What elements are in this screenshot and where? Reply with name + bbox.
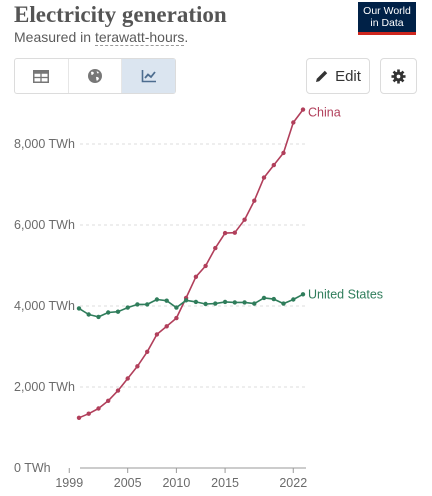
edit-label: Edit (335, 67, 361, 85)
data-point-china (135, 364, 140, 369)
data-point-china (115, 388, 121, 393)
data-point-united-states (252, 301, 257, 306)
y-tick-label: 0 TWh (14, 461, 51, 475)
y-tick-label: 8,000 TWh (14, 137, 75, 151)
data-point-united-states (115, 309, 121, 314)
data-point-china (242, 217, 247, 222)
x-tick-label: 1999 (55, 476, 83, 490)
data-point-united-states (261, 295, 267, 301)
data-point-china (193, 274, 199, 279)
pencil-icon (316, 70, 328, 82)
tab-map[interactable] (69, 59, 123, 93)
x-tick-label: 2010 (162, 476, 190, 490)
data-point-china (106, 398, 111, 403)
subtitle-suffix: . (184, 29, 189, 45)
data-point-china (213, 245, 218, 251)
data-point-china (125, 376, 130, 381)
data-point-united-states (154, 297, 160, 302)
data-point-united-states (271, 296, 276, 302)
data-point-united-states (203, 301, 208, 307)
data-point-united-states (213, 301, 218, 306)
data-point-united-states (281, 301, 286, 306)
tab-table[interactable] (15, 59, 69, 93)
y-tick-label: 4,000 TWh (14, 299, 75, 313)
data-point-china (261, 175, 267, 180)
logo-line-2: in Data (370, 17, 404, 29)
data-point-china (164, 324, 169, 329)
owid-logo[interactable]: Our World in Data (358, 2, 416, 35)
tab-chart[interactable] (122, 59, 176, 93)
view-tabs (14, 58, 176, 94)
y-tick-label: 2,000 TWh (14, 380, 75, 394)
data-point-united-states (86, 312, 91, 317)
data-point-china (203, 263, 208, 269)
data-point-china (76, 415, 82, 420)
subtitle-prefix: Measured in (14, 29, 95, 45)
data-point-china (222, 230, 228, 236)
series-label-china: China (308, 106, 341, 120)
settings-button[interactable] (380, 58, 417, 94)
series-line-china (78, 109, 304, 419)
table-icon (33, 69, 50, 83)
data-point-china (291, 120, 296, 125)
data-point-united-states (106, 310, 111, 315)
globe-icon (88, 69, 102, 83)
data-point-china (300, 107, 306, 112)
data-point-united-states (76, 306, 82, 311)
chart-subtitle: Measured in terawatt-hours. (14, 29, 189, 46)
data-point-united-states (125, 305, 130, 310)
logo-line-1: Our World (363, 5, 411, 17)
gear-icon (391, 68, 406, 84)
x-tick-label: 2005 (114, 476, 142, 490)
data-point-united-states (222, 299, 228, 305)
data-point-china (252, 198, 257, 203)
line-chart-icon (141, 70, 156, 83)
data-point-china (86, 411, 91, 416)
data-point-united-states (232, 300, 237, 305)
chart-title: Electricity generation (14, 2, 227, 27)
data-point-china (96, 406, 101, 411)
edit-button[interactable]: Edit (306, 58, 370, 94)
data-point-china (174, 315, 179, 321)
data-point-united-states (242, 300, 247, 305)
x-tick-label: 2022 (279, 476, 307, 490)
data-point-united-states (193, 299, 199, 305)
data-point-united-states (300, 292, 306, 297)
data-point-united-states (174, 305, 179, 310)
data-point-china (145, 349, 150, 354)
x-tick-label: 2015 (211, 476, 239, 490)
series-label-united-states: United States (308, 287, 383, 301)
data-point-united-states (145, 302, 150, 307)
unit-link[interactable]: terawatt-hours (94, 29, 185, 46)
data-point-united-states (135, 302, 140, 307)
data-point-united-states (164, 298, 169, 303)
data-point-united-states (183, 298, 189, 303)
data-point-china (154, 332, 160, 337)
data-point-china (281, 150, 286, 156)
y-tick-label: 6,000 TWh (14, 218, 75, 232)
data-point-united-states (291, 297, 296, 302)
data-point-united-states (96, 314, 101, 320)
data-point-china (232, 230, 237, 235)
data-point-china (271, 162, 276, 168)
